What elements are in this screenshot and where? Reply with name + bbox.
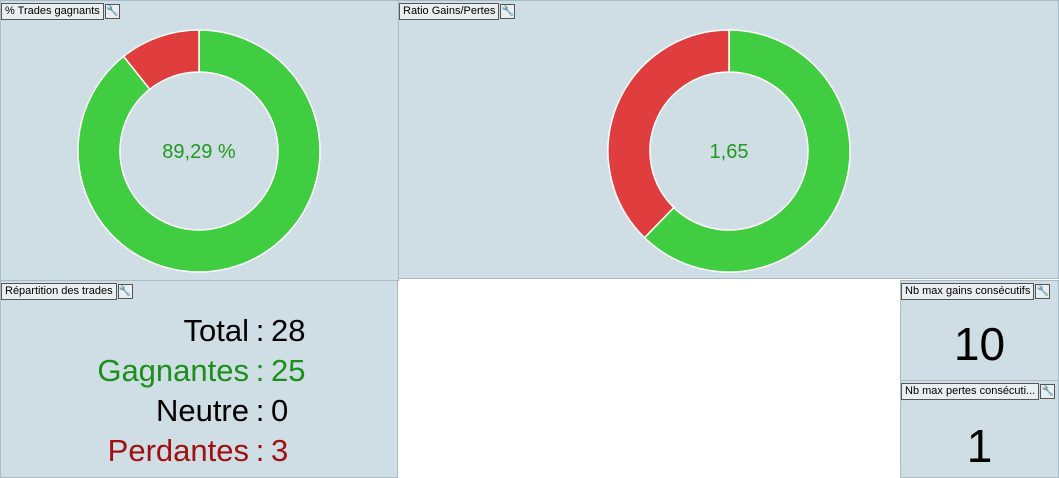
panel-title: Répartition des trades	[1, 283, 117, 300]
row-value: 0	[271, 393, 289, 428]
panel-tab: Nb max pertes consécuti... 🔧	[901, 383, 1056, 400]
row-value: 25	[271, 353, 306, 388]
center-label: 89,29 %	[162, 141, 236, 163]
panel-tab: % Trades gagnants 🔧	[1, 3, 120, 20]
panel-title: Ratio Gains/Pertes	[399, 3, 500, 20]
breakdown-row: Perdantes:3	[1, 431, 399, 471]
row-separator: :	[255, 433, 265, 468]
max-wins-value: 10	[953, 318, 1006, 370]
row-label: Perdantes	[107, 433, 249, 468]
breakdown-row: Neutre:0	[1, 391, 399, 431]
donut-chart: 1,65	[607, 29, 851, 273]
panel-tab: Nb max gains consécutifs 🔧	[901, 283, 1051, 300]
settings-button[interactable]: 🔧	[1040, 384, 1056, 399]
row-label: Total	[183, 313, 249, 348]
panel-title: Nb max pertes consécuti...	[901, 383, 1040, 400]
row-separator: :	[255, 393, 265, 428]
win-rate-panel: % Trades gagnants 🔧 89,29 %	[0, 0, 399, 281]
donut-segment	[607, 29, 730, 239]
max-wins-panel: Nb max gains consécutifs 🔧 10	[900, 280, 1059, 381]
settings-button[interactable]: 🔧	[117, 284, 133, 299]
row-value: 28	[271, 313, 306, 348]
row-value: 3	[271, 433, 289, 468]
donut-segment	[643, 29, 851, 273]
settings-button[interactable]: 🔧	[1035, 284, 1051, 299]
ratio-panel: Ratio Gains/Pertes 🔧 1,65	[398, 0, 1059, 279]
panel-title: Nb max gains consécutifs	[901, 283, 1035, 300]
row-label: Gagnantes	[97, 353, 249, 388]
row-separator: :	[255, 353, 265, 388]
max-losses-panel: Nb max pertes consécuti... 🔧 1	[900, 380, 1059, 478]
row-label: Neutre	[155, 393, 249, 428]
breakdown-row: Gagnantes:25	[1, 351, 399, 391]
settings-button[interactable]: 🔧	[500, 4, 516, 19]
donut-chart: 89,29 %	[77, 29, 321, 273]
center-label: 1,65	[710, 141, 749, 163]
row-separator: :	[255, 313, 265, 348]
panel-title: % Trades gagnants	[1, 3, 104, 20]
settings-button[interactable]: 🔧	[104, 4, 120, 19]
breakdown-rows: Total:28 Gagnantes:25 Neutre:0 Perdantes:3	[1, 311, 399, 471]
panel-tab: Répartition des trades 🔧	[1, 283, 133, 300]
breakdown-panel: Répartition des trades 🔧 Total:28 Gagnante…	[0, 280, 398, 478]
max-losses-value: 1	[966, 420, 993, 472]
donut-segment	[77, 29, 321, 273]
breakdown-row: Total:28	[1, 311, 399, 351]
donut-segment	[122, 29, 200, 91]
panel-tab: Ratio Gains/Pertes 🔧	[399, 3, 516, 20]
